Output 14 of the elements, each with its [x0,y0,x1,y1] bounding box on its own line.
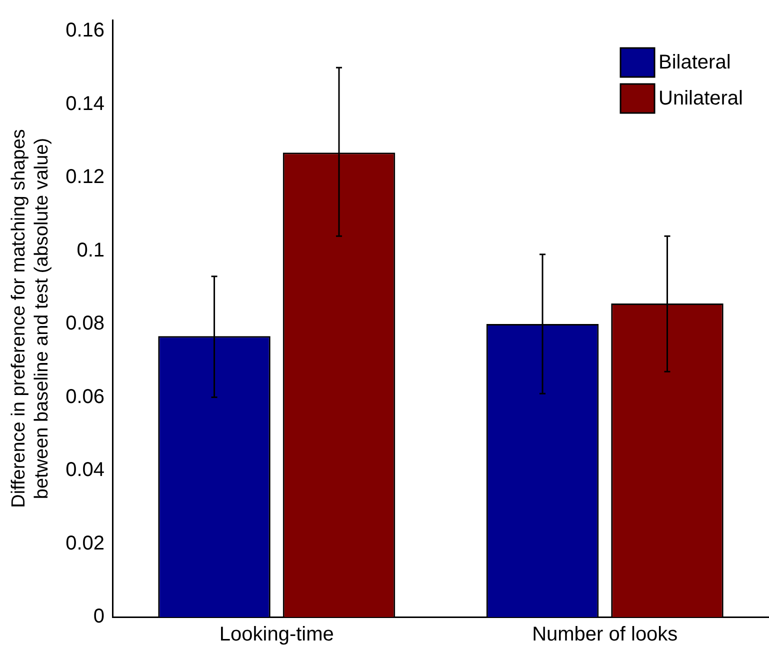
legend-label: Unilateral [658,88,743,110]
y-tick-label: 0.04 [66,459,105,482]
y-axis-title: Difference in preference for matching shapes between baseline and test (absolute value) [8,129,52,508]
x-tick-label: Number of looks [532,624,678,646]
y-tick-label: 0.16 [66,20,105,42]
y-tick-label: 0.02 [66,532,105,554]
y-tick-label: 0.14 [66,92,105,115]
legend-label: Bilateral [658,52,731,74]
x-tick-label: Looking-time [219,624,334,646]
y-tick-label: 0 [93,606,105,628]
y-tick-label: 0.1 [76,239,105,262]
y-tick-label: 0.06 [66,386,105,408]
y-tick-label: 0.12 [66,166,105,188]
y-tick-label: 0.08 [66,312,105,335]
